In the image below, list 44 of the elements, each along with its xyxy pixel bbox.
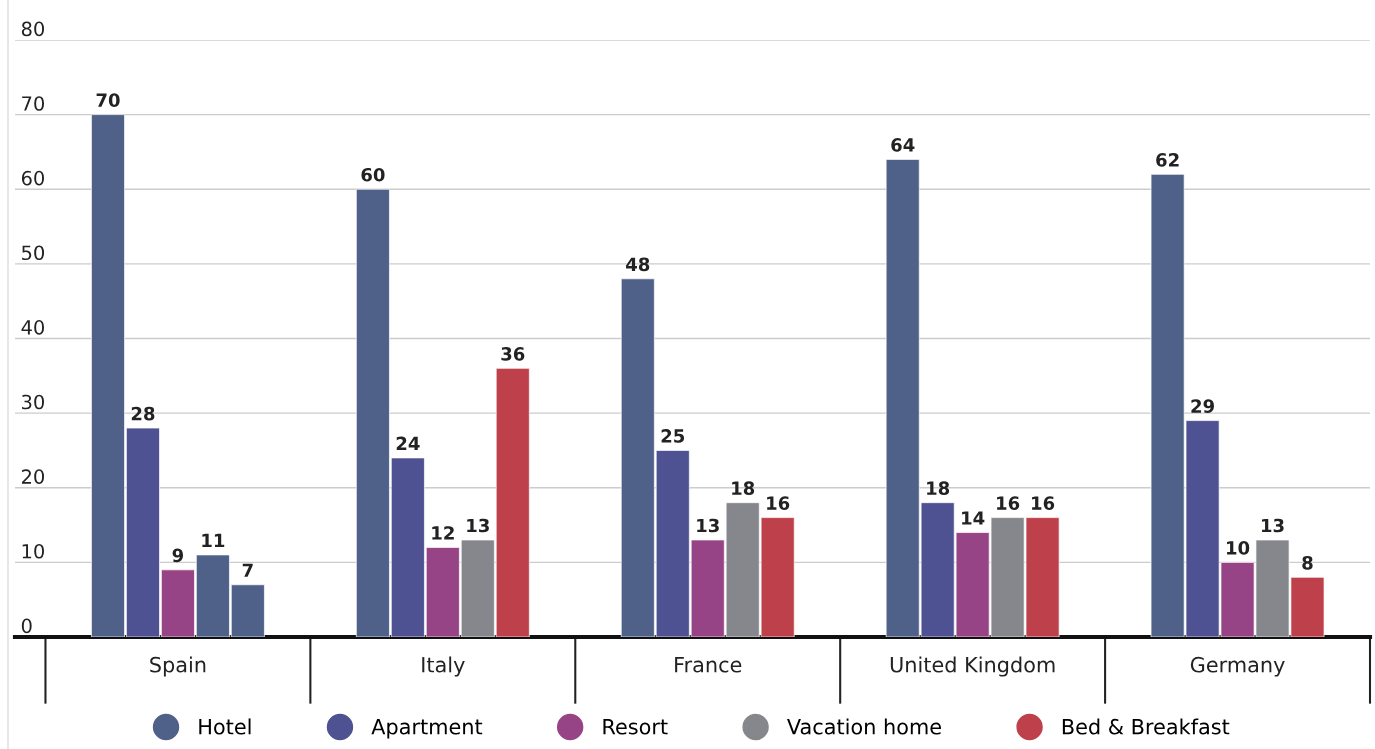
data-label: 18 [927,481,950,496]
legend-label: Vacation home [787,718,941,735]
legend-label: Resort [603,719,668,735]
data-label: 14 [962,511,985,525]
data-label: 28 [131,406,155,421]
data-label: 8 [1302,555,1313,570]
x-tick-label: Italy [422,656,465,677]
data-label: 13 [467,518,489,533]
data-label: 24 [396,436,420,450]
data-label: 10 [1227,541,1250,555]
x-tick-label: United Kingdom [890,656,1055,677]
y-tick-label: 50 [22,245,45,261]
data-label: 18 [732,481,755,496]
x-tick-label: Spain [150,656,206,677]
data-label: 36 [501,347,525,361]
data-label: 62 [1156,153,1179,167]
data-label: 9 [172,548,184,563]
y-tick-label: 10 [22,543,45,559]
y-tick-label: 20 [21,469,45,484]
data-label: 60 [361,167,385,182]
data-label: 64 [891,138,915,152]
y-tick-label: 30 [22,394,45,410]
data-label: 11 [202,533,225,547]
y-tick-label: 0 [21,618,32,634]
data-label: 16 [1032,496,1055,510]
data-label: 16 [767,496,790,510]
data-label: 25 [661,429,685,443]
y-tick-label: 70 [22,96,45,111]
y-tick-label: 80 [21,21,45,37]
data-label: 70 [96,93,120,107]
y-tick-label: 40 [21,320,45,335]
x-tick-label: Germany [1190,656,1285,677]
y-tick-label: 60 [21,170,45,186]
data-label: 12 [432,526,454,540]
legend-label: Apartment [371,719,483,739]
data-label: 13 [1261,518,1284,533]
data-label: 13 [697,518,719,533]
data-label: 7 [242,563,253,577]
data-label: 48 [626,257,650,272]
x-tick-label: France [675,657,742,673]
legend-label: Hotel [199,718,251,735]
data-label: 29 [1191,399,1214,413]
legend-label: Bed & Breakfast [1062,718,1230,735]
data-label: 16 [997,496,1020,510]
